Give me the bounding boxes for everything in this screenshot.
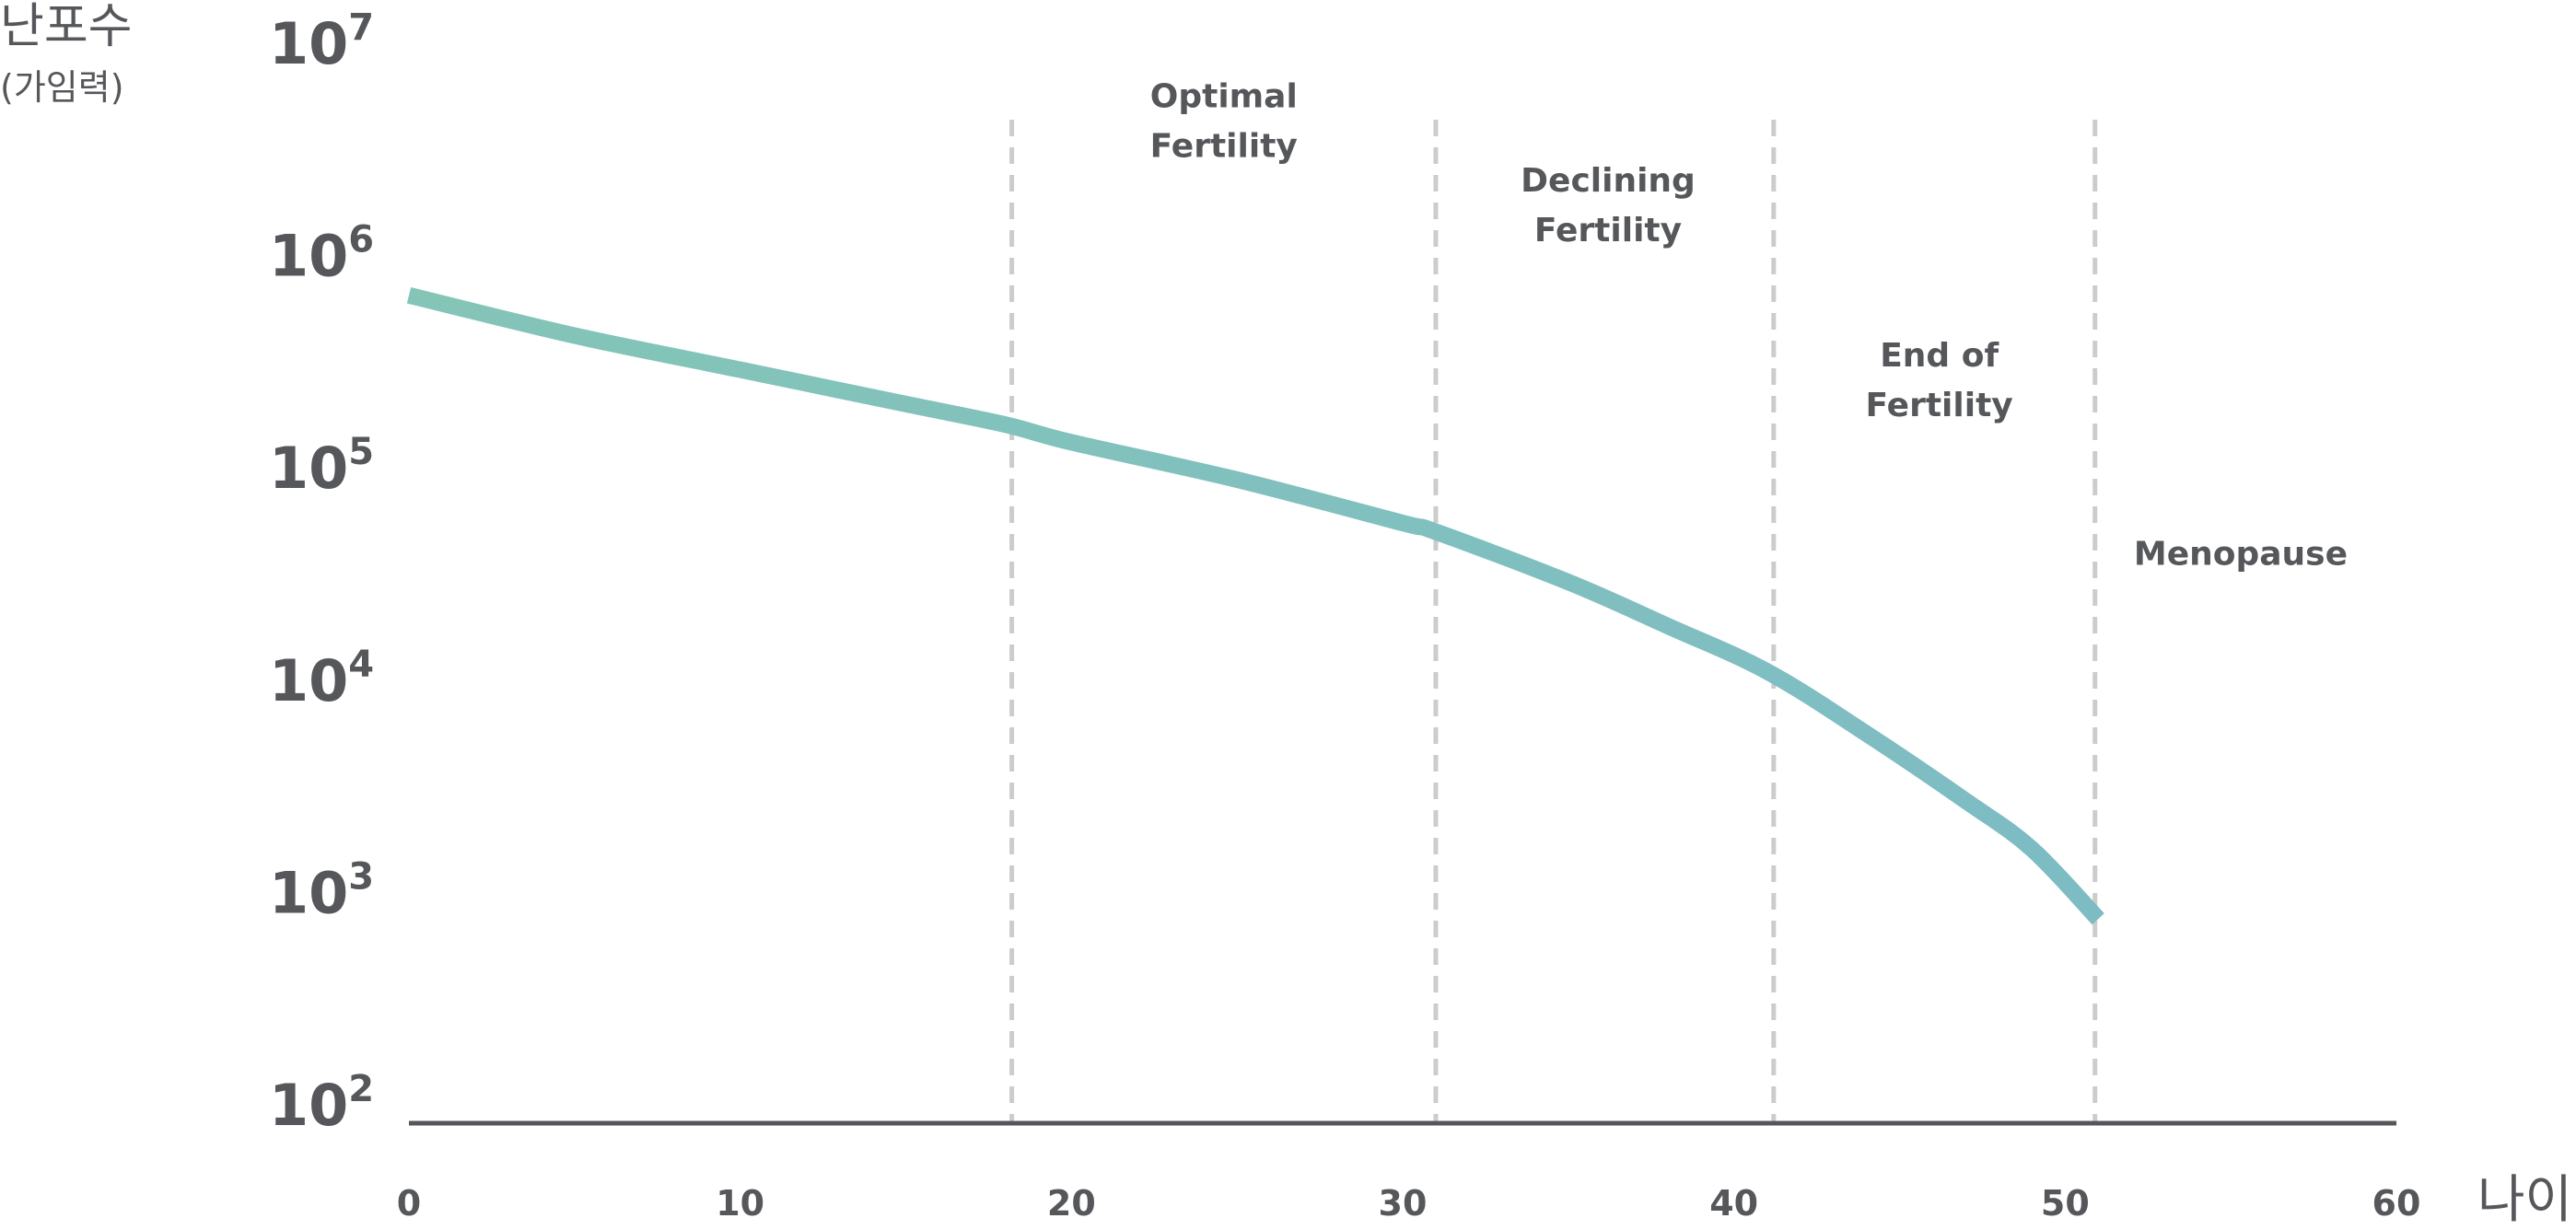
x-axis-label: 나이	[2477, 1170, 2572, 1230]
x-tick-label: 0	[397, 1183, 421, 1224]
x-tick-label: 60	[2372, 1183, 2421, 1224]
y-axis-sublabel: (가임력)	[0, 67, 124, 108]
y-tick-base: 10	[269, 435, 348, 502]
y-tick-base: 10	[269, 647, 348, 714]
region-label-line: Fertility	[1866, 387, 2013, 424]
y-tick-exponent: 5	[348, 431, 374, 473]
y-tick-exponent: 2	[348, 1068, 374, 1110]
follicle-curve	[406, 286, 2104, 925]
y-tick-label: 105	[269, 431, 374, 502]
y-axis-label: 난포수	[0, 0, 133, 54]
region-label-line: Fertility	[1534, 212, 1682, 249]
x-tick-label: 40	[1709, 1183, 1758, 1224]
y-tick-label: 103	[269, 855, 374, 926]
region-label-line: Declining	[1521, 162, 1696, 200]
y-tick-base: 10	[269, 10, 348, 77]
region-label-line: Optimal	[1150, 77, 1298, 115]
y-tick-base: 10	[269, 859, 348, 926]
y-tick-label: 106	[269, 219, 374, 290]
y-tick-label: 102	[269, 1068, 374, 1139]
x-tick-label: 20	[1047, 1183, 1096, 1224]
x-tick-label: 50	[2041, 1183, 2090, 1224]
region-label-line: End of	[1880, 337, 1999, 375]
x-tick-labels: 0 10 20 30 40 50 60	[397, 1183, 2421, 1224]
y-tick-exponent: 3	[348, 855, 374, 898]
x-tick-label: 30	[1379, 1183, 1428, 1224]
y-tick-exponent: 7	[348, 6, 374, 49]
y-tick-label: 104	[269, 644, 374, 714]
x-tick-label: 10	[716, 1183, 764, 1224]
region-label: Optimal Fertility	[1150, 77, 1298, 165]
follicle-curve-line	[406, 286, 2104, 925]
region-label: Menopause	[2134, 535, 2348, 573]
region-label: Declining Fertility	[1521, 162, 1696, 249]
region-label-line: Fertility	[1150, 127, 1298, 165]
region-label: End of Fertility	[1866, 337, 2013, 424]
y-tick-base: 10	[269, 223, 348, 290]
reference-lines	[1009, 120, 2098, 1123]
y-tick-exponent: 6	[348, 219, 374, 261]
y-tick-label: 107	[269, 6, 374, 77]
y-tick-base: 10	[269, 1072, 348, 1139]
y-tick-exponent: 4	[348, 644, 374, 686]
region-label-line: Menopause	[2134, 535, 2348, 573]
